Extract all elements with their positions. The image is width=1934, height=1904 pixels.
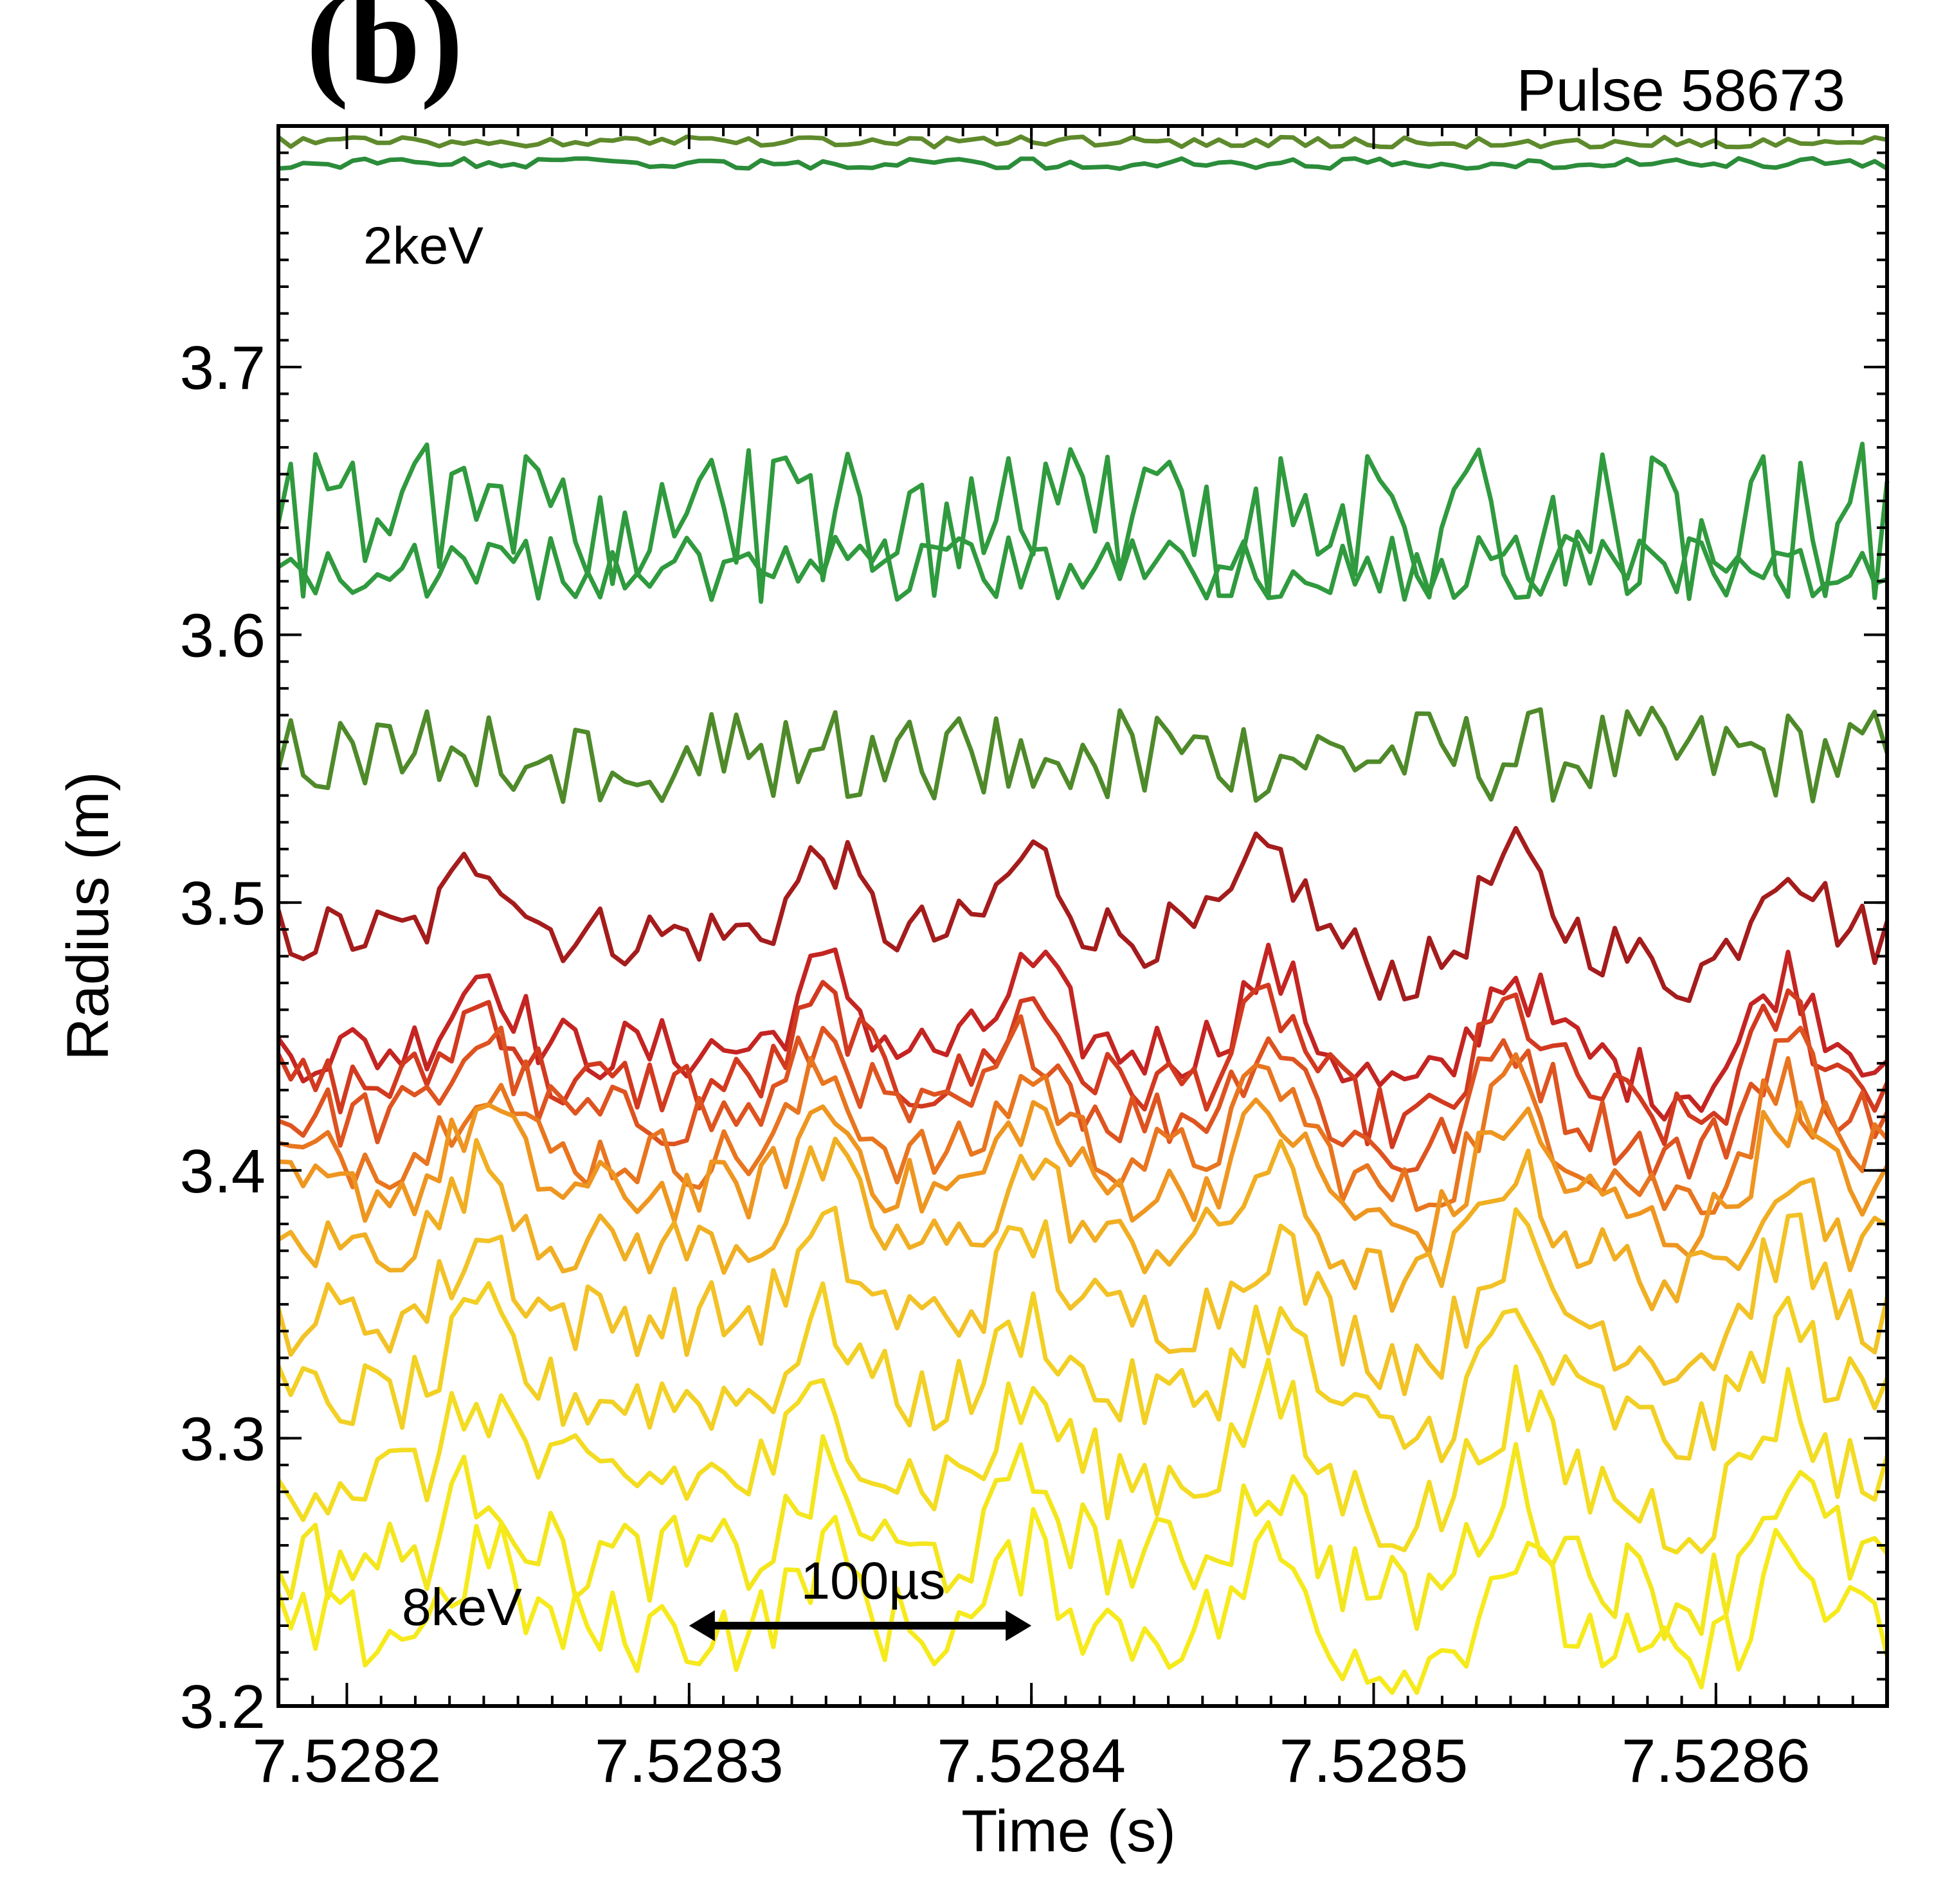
contour-level-edge-top xyxy=(276,134,1888,150)
pulse-label: Pulse 58673 xyxy=(1516,58,1845,123)
contour-level-yellow-low xyxy=(276,1507,1890,1695)
scale-bar-right-arrowhead xyxy=(1006,1610,1032,1642)
panel-label: (b) xyxy=(306,0,463,111)
y-tick-label: 3.2 xyxy=(180,1673,266,1741)
contour-level-dark-orange xyxy=(278,1097,1890,1259)
contour-level-yellow xyxy=(276,1358,1890,1555)
contour-level-dark-red xyxy=(276,825,1890,1003)
low-level-annotation: 2keV xyxy=(363,217,484,275)
contour-level-red xyxy=(276,942,1889,1122)
scale-bar: 100µs xyxy=(689,1552,1032,1642)
contour-lines xyxy=(276,134,1890,1695)
scale-bar-label: 100µs xyxy=(800,1552,945,1610)
scale-bar-left-arrowhead xyxy=(689,1610,715,1642)
y-tick-label: 3.7 xyxy=(180,334,266,402)
axis-ticks: 7.5282 7.5283 7.5284 7.5285 7.5286 3.2 3.3 3.4 3… xyxy=(180,125,1888,1795)
contour-level-green-lower xyxy=(277,534,1888,602)
x-tick-label: 7.5283 xyxy=(595,1727,784,1795)
y-tick-label: 3.5 xyxy=(180,869,266,938)
x-tick-label: 7.5285 xyxy=(1279,1727,1469,1795)
contour-level-gold xyxy=(276,1205,1890,1396)
y-tick-label: 3.6 xyxy=(180,602,266,670)
contour-level-green-fluct xyxy=(276,442,1890,604)
contour-level-orange xyxy=(278,1052,1889,1216)
x-tick-label: 7.5286 xyxy=(1622,1727,1811,1795)
contour-level-amber xyxy=(277,1136,1888,1313)
y-tick-label: 3.4 xyxy=(180,1137,266,1206)
contour-level-olive xyxy=(276,705,1890,804)
x-tick-label: 7.5284 xyxy=(937,1727,1126,1795)
x-tick-label: 7.5282 xyxy=(253,1727,442,1795)
high-level-annotation: 8keV xyxy=(402,1578,522,1637)
plot-frame xyxy=(276,124,1889,1708)
contour-level-edge-second xyxy=(278,156,1888,171)
contour-level-gold-light xyxy=(276,1280,1890,1464)
x-axis-title: Time (s) xyxy=(961,1799,1176,1864)
contour-level-red-orange xyxy=(276,980,1890,1149)
contour-level-yellow-bright xyxy=(276,1434,1889,1641)
contour-level-orange-red xyxy=(277,1014,1890,1181)
y-tick-label: 3.3 xyxy=(180,1405,266,1473)
y-axis-title: Radius (m) xyxy=(55,771,121,1061)
